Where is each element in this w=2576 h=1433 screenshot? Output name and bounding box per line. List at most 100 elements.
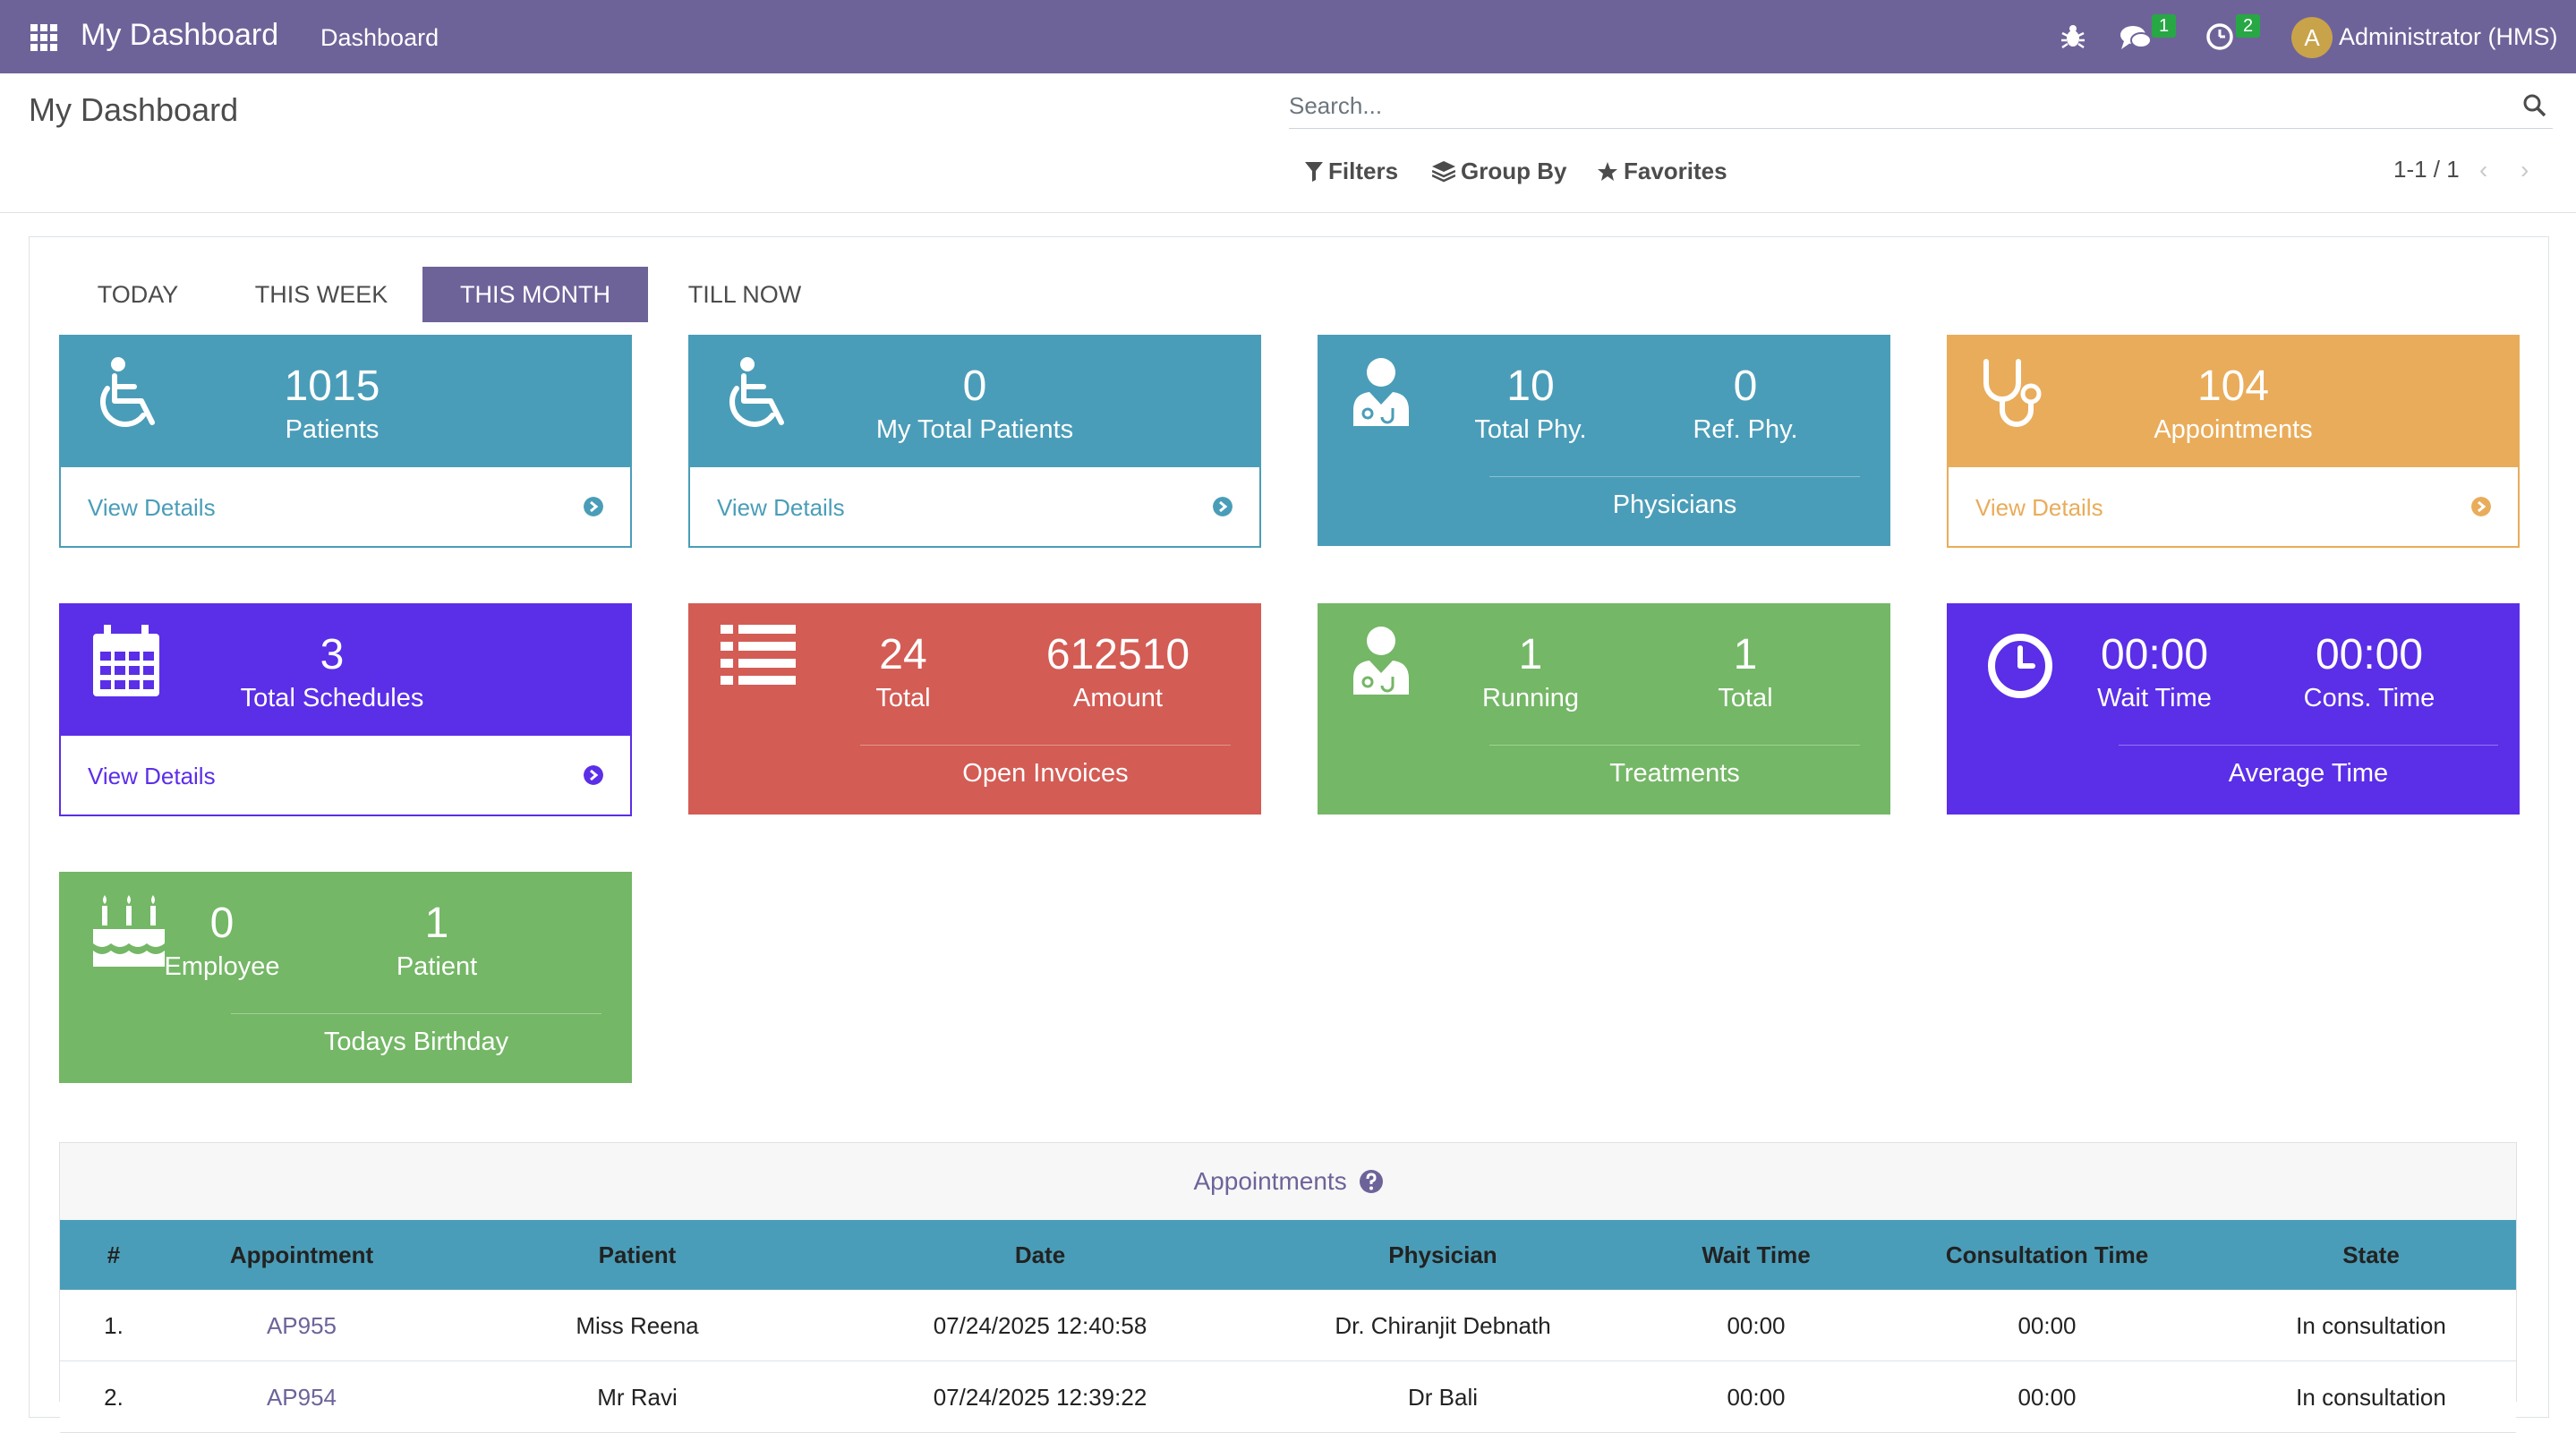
- cons-time-value: 00:00: [2315, 631, 2424, 678]
- physician-cell: Dr. Chiranjit Debnath: [1335, 1312, 1551, 1339]
- help-question-icon[interactable]: [1359, 1170, 1383, 1193]
- layers-icon: [1432, 160, 1455, 182]
- patient-cell: Miss Reena: [576, 1312, 699, 1339]
- app-brand[interactable]: My Dashboard: [81, 18, 279, 52]
- appointments-view-details[interactable]: View Details: [1947, 467, 2520, 548]
- invoices-amount-value: 612510: [1045, 631, 1190, 678]
- messages-icon[interactable]: [2120, 23, 2152, 52]
- page-title: My Dashboard: [29, 91, 239, 128]
- arrow-circle-right-icon: [2471, 497, 2491, 516]
- patient-cell: Mr Ravi: [597, 1384, 678, 1411]
- user-avatar[interactable]: A: [2291, 17, 2333, 58]
- average-time-card[interactable]: 00:00 Wait Time 00:00 Cons. Time Average…: [1947, 603, 2520, 815]
- schedules-card: 3 Total Schedules View Details: [59, 603, 632, 818]
- birthday-footer: Todays Birthday: [323, 1028, 509, 1056]
- column-header[interactable]: Physician: [1388, 1241, 1497, 1268]
- column-header[interactable]: Wait Time: [1702, 1241, 1811, 1268]
- activity-clock-icon[interactable]: [2205, 22, 2234, 51]
- my-patients-count: 0: [962, 363, 987, 410]
- treatments-total-count: 1: [1733, 631, 1758, 678]
- date-cell: 07/24/2025 12:40:58: [933, 1312, 1147, 1339]
- view-details-link[interactable]: View Details: [1975, 494, 2103, 521]
- appointment-ref-link[interactable]: AP954: [266, 1384, 337, 1411]
- table-row[interactable]: 2. AP954 Mr Ravi 07/24/2025 12:39:22 Dr …: [60, 1361, 2516, 1433]
- cons-time-label: Cons. Time: [2303, 684, 2435, 712]
- my-patients-view-details[interactable]: View Details: [688, 467, 1261, 548]
- appointments-table-heading: Appointments: [60, 1143, 2516, 1220]
- appointments-table-title: Appointments: [1193, 1167, 1347, 1195]
- pager-next-icon[interactable]: ›: [2521, 156, 2529, 183]
- table-row[interactable]: 1. AP955 Miss Reena 07/24/2025 12:40:58 …: [60, 1290, 2516, 1361]
- filters-button[interactable]: Filters: [1305, 158, 1398, 185]
- wheelchair-icon: [100, 357, 155, 427]
- top-navbar: My Dashboard Dashboard 1 2 A Administrat…: [0, 0, 2576, 73]
- row-index: 2.: [104, 1384, 124, 1411]
- tab-today[interactable]: TODAY: [97, 281, 179, 308]
- schedules-label: Total Schedules: [240, 684, 424, 712]
- treatments-card[interactable]: 1 Running 1 Total Treatments: [1318, 603, 1890, 815]
- card-divider: [2119, 745, 2498, 746]
- group-by-button[interactable]: Group By: [1432, 158, 1566, 185]
- tab-this-month[interactable]: THIS MONTH: [422, 267, 648, 322]
- schedules-count: 3: [320, 631, 345, 678]
- column-header[interactable]: Appointment: [229, 1241, 374, 1268]
- invoices-total-count: 24: [879, 631, 927, 678]
- appointments-table-panel: Appointments # Appointment Patient Date …: [59, 1142, 2517, 1433]
- wait-time-label: Wait Time: [2097, 684, 2212, 712]
- card-divider: [1489, 476, 1860, 477]
- stethoscope-icon: [1983, 359, 2042, 427]
- schedules-view-details[interactable]: View Details: [59, 736, 632, 816]
- birthday-patient-label: Patient: [396, 952, 478, 981]
- debug-bug-icon[interactable]: [2060, 21, 2086, 51]
- column-header[interactable]: #: [107, 1241, 121, 1268]
- birthday-cake-icon: [93, 895, 165, 967]
- state-cell: In consultation: [2296, 1312, 2446, 1339]
- average-time-footer: Average Time: [2228, 759, 2389, 788]
- apps-grid-icon[interactable]: [30, 24, 57, 51]
- appointment-ref-link[interactable]: AP955: [266, 1312, 337, 1339]
- treatments-footer: Treatments: [1609, 759, 1740, 788]
- physicians-card[interactable]: 10 Total Phy. 0 Ref. Phy. Physicians: [1318, 335, 1890, 546]
- control-panel: My Dashboard Filters Group By Favorites …: [0, 73, 2576, 213]
- consultation-time-cell: 00:00: [2017, 1312, 2077, 1339]
- search-icon[interactable]: [2522, 93, 2547, 118]
- favorites-button[interactable]: Favorites: [1597, 158, 1727, 185]
- arrow-circle-right-icon: [584, 497, 603, 516]
- column-header[interactable]: Consultation Time: [1945, 1241, 2149, 1268]
- column-header[interactable]: State: [2342, 1241, 2400, 1268]
- filter-funnel-icon: [1305, 161, 1323, 182]
- view-details-link[interactable]: View Details: [88, 763, 216, 789]
- birthday-patient-count: 1: [424, 900, 449, 947]
- table-header-row: # Appointment Patient Date Physician Wai…: [60, 1220, 2516, 1290]
- ref-physicians-label: Ref. Phy.: [1693, 415, 1798, 444]
- appointments-card: 104 Appointments View Details: [1947, 335, 2520, 550]
- ref-physicians-count: 0: [1733, 363, 1758, 410]
- view-details-link[interactable]: View Details: [88, 494, 216, 521]
- appointments-label: Appointments: [2154, 415, 2313, 444]
- tab-till-now[interactable]: TILL NOW: [687, 281, 802, 308]
- card-divider: [231, 1013, 601, 1014]
- column-header[interactable]: Patient: [598, 1241, 677, 1268]
- pager-prev-icon[interactable]: ‹: [2479, 156, 2488, 183]
- birthday-card[interactable]: 0 Employee 1 Patient Todays Birthday: [59, 872, 632, 1083]
- view-details-link[interactable]: View Details: [717, 494, 845, 521]
- invoices-card[interactable]: 24 Total 612510 Amount Open Invoices: [688, 603, 1261, 815]
- invoices-total-label: Total: [875, 684, 931, 712]
- patients-view-details[interactable]: View Details: [59, 467, 632, 548]
- menu-dashboard[interactable]: Dashboard: [320, 24, 439, 51]
- patients-count: 1015: [284, 363, 380, 410]
- state-cell: In consultation: [2296, 1384, 2446, 1411]
- total-physicians-count: 10: [1506, 363, 1555, 410]
- pager-value[interactable]: 1-1 / 1: [2393, 156, 2460, 183]
- doctor-icon: [1353, 358, 1409, 426]
- patients-label: Patients: [285, 415, 380, 444]
- treatments-running-count: 1: [1518, 631, 1543, 678]
- consultation-time-cell: 00:00: [2017, 1384, 2077, 1411]
- tab-this-week[interactable]: THIS WEEK: [254, 281, 388, 308]
- search-input[interactable]: [1289, 84, 2506, 127]
- filters-label: Filters: [1328, 158, 1399, 184]
- wait-time-cell: 00:00: [1727, 1312, 1786, 1339]
- user-menu-name[interactable]: Administrator (HMS): [2339, 23, 2558, 50]
- column-header[interactable]: Date: [1014, 1241, 1066, 1268]
- wait-time-cell: 00:00: [1727, 1384, 1786, 1411]
